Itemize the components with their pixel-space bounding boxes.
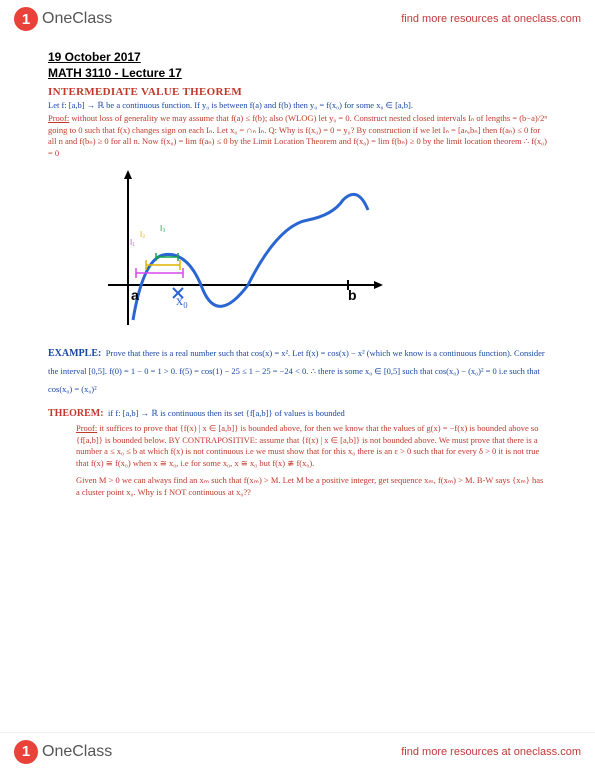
theorem-proof: Proof: it suffices to prove that {f(x) |… bbox=[76, 423, 547, 469]
a-label: a bbox=[131, 287, 139, 303]
header-link[interactable]: find more resources at oneclass.com bbox=[401, 13, 581, 25]
brand-logo: 1 OneClass bbox=[14, 7, 112, 31]
i2-label: I₂ bbox=[140, 230, 145, 239]
page-header: 1 OneClass find more resources at onecla… bbox=[0, 0, 595, 38]
brand-name-footer: OneClass bbox=[42, 743, 112, 761]
theorem-proof-body: it suffices to prove that {f(x) | x ∈ [a… bbox=[76, 423, 539, 467]
brand-name: OneClass bbox=[42, 10, 112, 28]
theorem-statement: if f: [a,b] → ℝ is continuous then its s… bbox=[108, 408, 345, 418]
theorem-proof-2: Given M > 0 we can always find an xₘ suc… bbox=[76, 475, 547, 498]
x-axis-arrow bbox=[374, 281, 383, 289]
example-text: Prove that there is a real number such t… bbox=[48, 348, 545, 394]
brand-circle-footer: 1 bbox=[14, 740, 38, 764]
ivt-graph: a b x₀ I₁ I₂ I₃ bbox=[88, 165, 388, 335]
ivt-proof-body: without loss of generality we may assume… bbox=[48, 113, 547, 157]
brand-circle: 1 bbox=[14, 7, 38, 31]
course-heading: MATH 3110 - Lecture 17 bbox=[48, 66, 547, 80]
theorem-block: THEOREM: if f: [a,b] → ℝ is continuous t… bbox=[48, 403, 547, 421]
page-content: 19 October 2017 MATH 3110 - Lecture 17 I… bbox=[0, 38, 595, 498]
brand-logo-footer: 1 OneClass bbox=[14, 740, 112, 764]
ivt-statement: Let f: [a,b] → ℝ be a continuous functio… bbox=[48, 100, 547, 111]
ivt-heading: INTERMEDIATE VALUE THEOREM bbox=[48, 86, 547, 98]
ivt-proof: Proof: without loss of generality we may… bbox=[48, 113, 547, 159]
example-block: EXAMPLE: Prove that there is a real numb… bbox=[48, 343, 547, 397]
footer-link[interactable]: find more resources at oneclass.com bbox=[401, 746, 581, 758]
proof-label-2: Proof: bbox=[76, 423, 97, 433]
b-label: b bbox=[348, 287, 357, 303]
i1-label: I₁ bbox=[130, 238, 135, 247]
y-axis-arrow bbox=[124, 170, 132, 179]
proof-label: Proof: bbox=[48, 113, 69, 123]
page-footer: 1 OneClass find more resources at onecla… bbox=[0, 732, 595, 770]
i3-label: I₃ bbox=[160, 224, 165, 233]
date-heading: 19 October 2017 bbox=[48, 50, 547, 64]
theorem-label: THEOREM: bbox=[48, 408, 104, 419]
example-label: EXAMPLE: bbox=[48, 348, 101, 359]
